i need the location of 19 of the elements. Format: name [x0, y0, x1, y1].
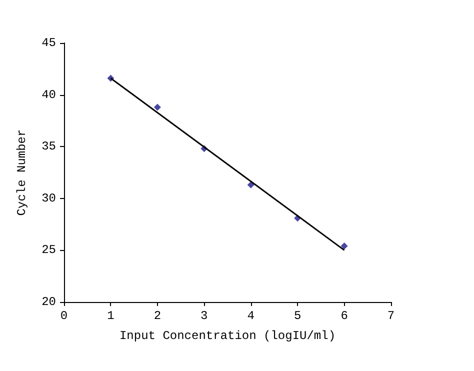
point [154, 104, 161, 111]
y-tick-label: 40 [42, 88, 56, 102]
x-tick-label: 5 [294, 309, 302, 323]
y-tick-label: 30 [42, 191, 56, 206]
x-tick-label: 6 [340, 309, 348, 323]
y-axis-title: Cycle Number [15, 129, 29, 216]
x-axis-title: Input Concentration (logIU/ml) [119, 329, 336, 343]
y-tick-label: 45 [42, 36, 56, 50]
y-tick-label: 20 [42, 295, 56, 309]
x-tick-label: 1 [107, 309, 114, 323]
x-tick-label: 3 [200, 309, 208, 323]
x-tick-label: 7 [387, 309, 395, 323]
x-tick-label: 2 [154, 309, 162, 323]
y-tick-label: 35 [42, 140, 56, 154]
point [340, 242, 348, 250]
x-tick-label: 0 [60, 309, 68, 323]
x-tick-label: 4 [247, 309, 254, 323]
y-tick-label: 25 [42, 243, 56, 258]
point [247, 181, 254, 188]
